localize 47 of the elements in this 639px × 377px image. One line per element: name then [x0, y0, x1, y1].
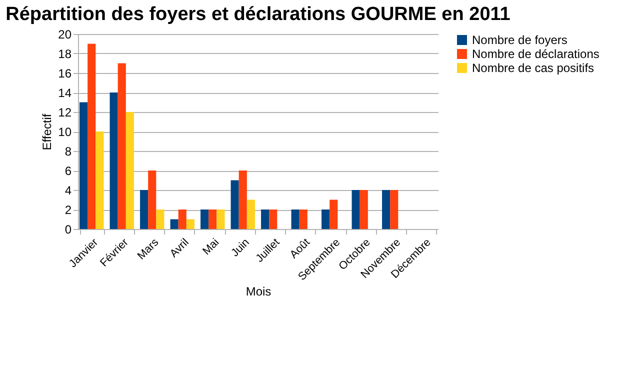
legend-label: Nombre de déclarations [472, 47, 600, 61]
y-tick-label: 20 [58, 28, 72, 42]
bar [186, 219, 194, 229]
bar [238, 170, 247, 229]
bar [178, 210, 186, 229]
bar [352, 190, 360, 229]
bar [246, 200, 255, 229]
y-axis-title: Effectif [40, 113, 54, 150]
bar [156, 210, 164, 229]
bar [126, 112, 134, 229]
bar [148, 170, 156, 229]
y-tick-label: 16 [58, 66, 72, 80]
y-tick-label: 18 [58, 47, 72, 61]
bar [80, 102, 88, 229]
y-tick-label: 14 [58, 86, 72, 100]
bar [200, 210, 209, 229]
bar [382, 190, 390, 229]
legend-label: Nombre de foyers [472, 33, 568, 47]
y-tick-label: 12 [58, 106, 72, 120]
chart-title: Répartition des foyers et déclarations GOURME en 2011 [6, 4, 511, 25]
bar [322, 210, 330, 229]
bar [230, 180, 239, 229]
bar [330, 200, 338, 229]
bar [170, 219, 178, 229]
y-tick-label: 6 [64, 164, 72, 178]
bar [269, 210, 278, 229]
bar [299, 210, 308, 229]
bar [360, 190, 368, 229]
y-tick-label: 2 [64, 203, 72, 217]
bar [118, 63, 126, 229]
bar [96, 132, 104, 229]
bar [208, 210, 217, 229]
legend-label: Nombre de cas positifs [472, 61, 594, 75]
y-tick-label: 4 [64, 184, 72, 198]
y-tick-label: 8 [64, 144, 72, 158]
bar [88, 44, 96, 229]
x-tick-label: Juin [229, 236, 252, 260]
x-axis-title: Mois [246, 284, 272, 298]
x-tick-label: Mai [200, 236, 222, 258]
bar [261, 210, 270, 229]
bar [216, 210, 225, 229]
bar [291, 210, 300, 229]
y-tick-label: 10 [58, 125, 72, 139]
bar [140, 190, 148, 229]
bar [110, 92, 118, 229]
bar [390, 190, 398, 229]
y-tick-label: 0 [64, 222, 72, 236]
